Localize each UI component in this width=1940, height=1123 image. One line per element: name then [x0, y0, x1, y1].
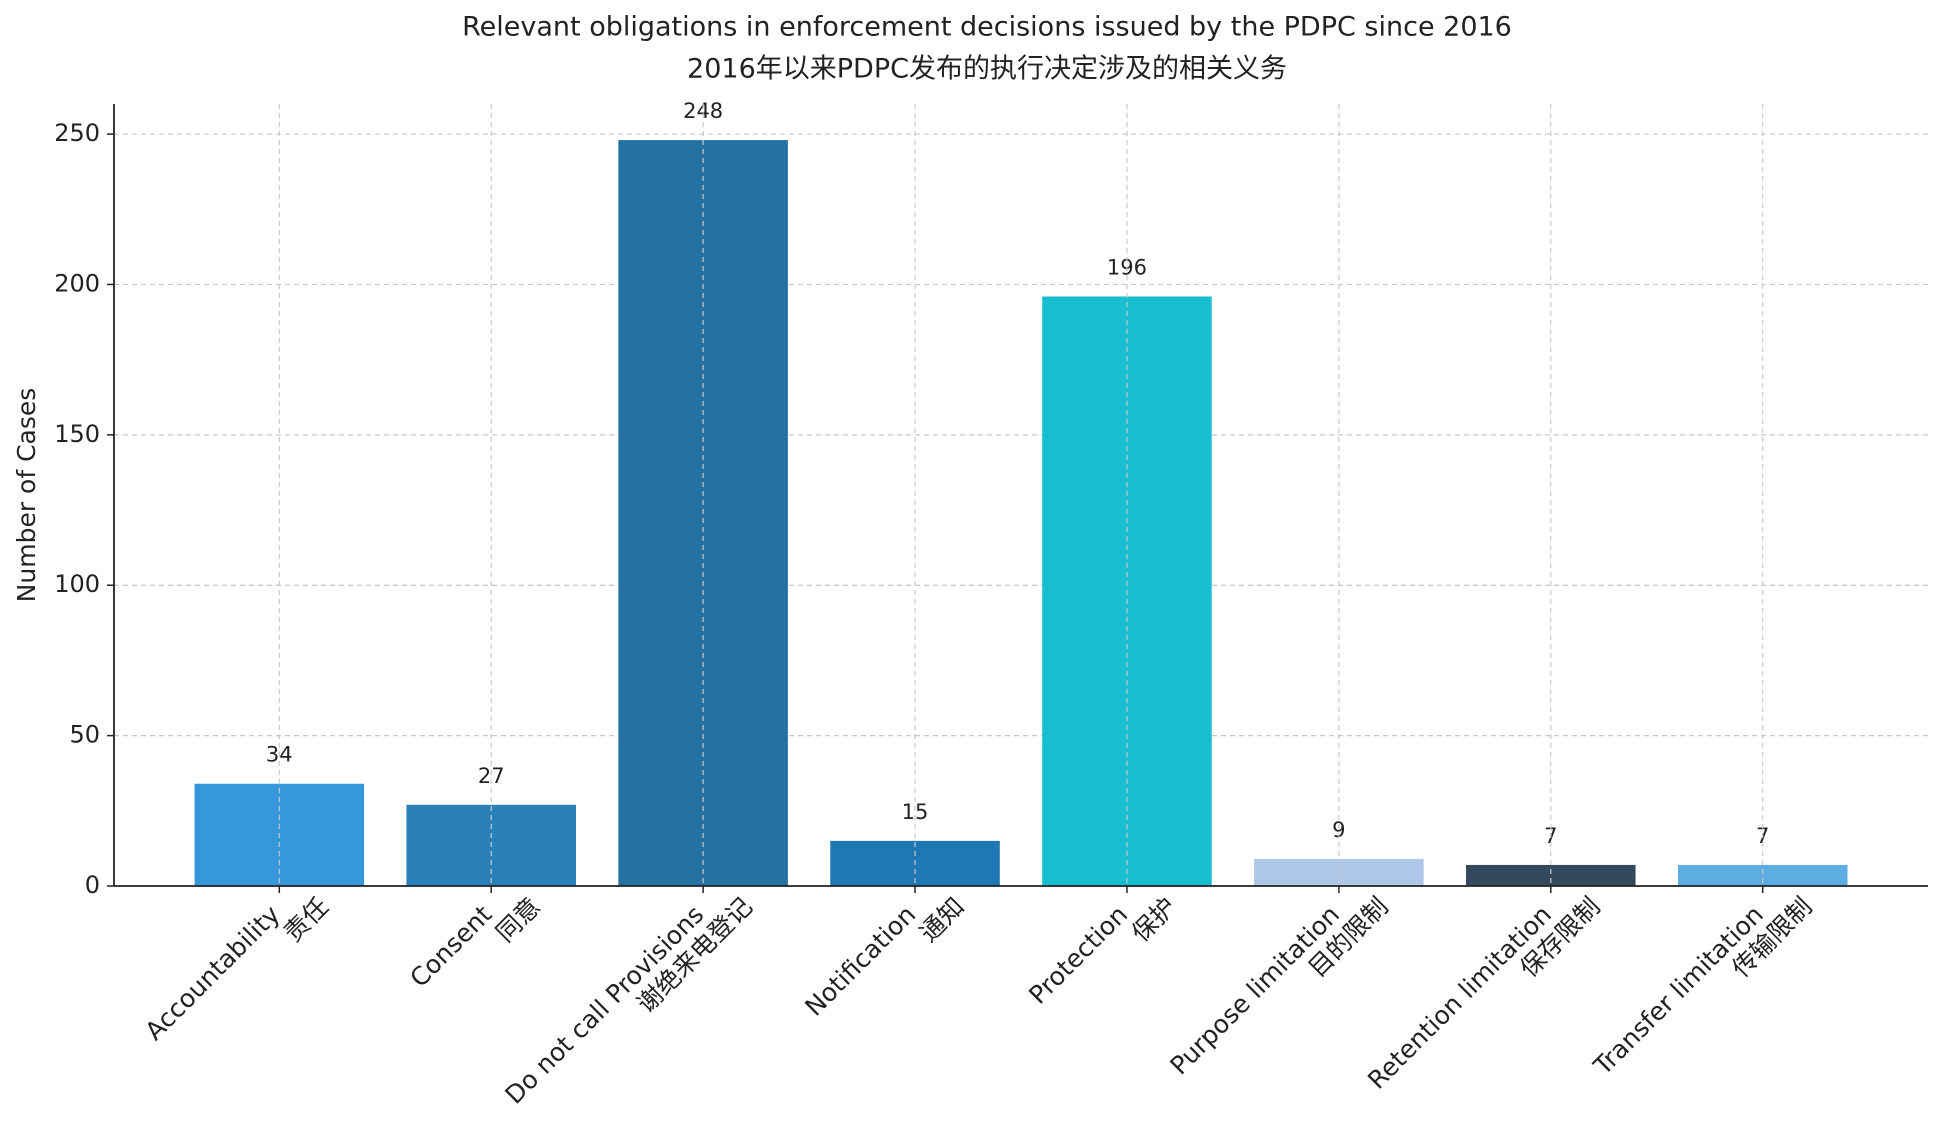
x-tick-label: Retention limitation保存限制: [1362, 871, 1606, 1115]
chart-title: Relevant obligations in enforcement deci…: [462, 12, 1512, 43]
x-tick-label: Notification通知: [799, 871, 970, 1042]
y-tick-label: 150: [54, 420, 100, 448]
value-label: 27: [478, 764, 505, 788]
y-tick-label: 50: [69, 721, 100, 749]
x-tick-label: Accountability责任: [139, 871, 334, 1066]
x-tick-label: Protection保护: [1023, 871, 1182, 1030]
y-tick-label: 0: [85, 871, 100, 899]
chart-subtitle: 2016年以来PDPC发布的执行决定涉及的相关义务: [687, 54, 1287, 85]
value-label: 248: [683, 99, 723, 123]
value-label: 15: [902, 800, 929, 824]
x-tick-label: Purpose limitation目的限制: [1164, 871, 1393, 1100]
x-tick-label: Consent同意: [404, 871, 546, 1013]
y-tick-label: 200: [54, 269, 100, 297]
y-tick-label: 100: [54, 570, 100, 598]
y-axis-label: Number of Cases: [12, 388, 41, 603]
bar: [1677, 864, 1848, 886]
value-label: 9: [1332, 818, 1345, 842]
x-tick-label: Transfer limitation传输限制: [1587, 871, 1817, 1101]
y-tick-label: 250: [54, 119, 100, 147]
bar: [1466, 864, 1636, 886]
